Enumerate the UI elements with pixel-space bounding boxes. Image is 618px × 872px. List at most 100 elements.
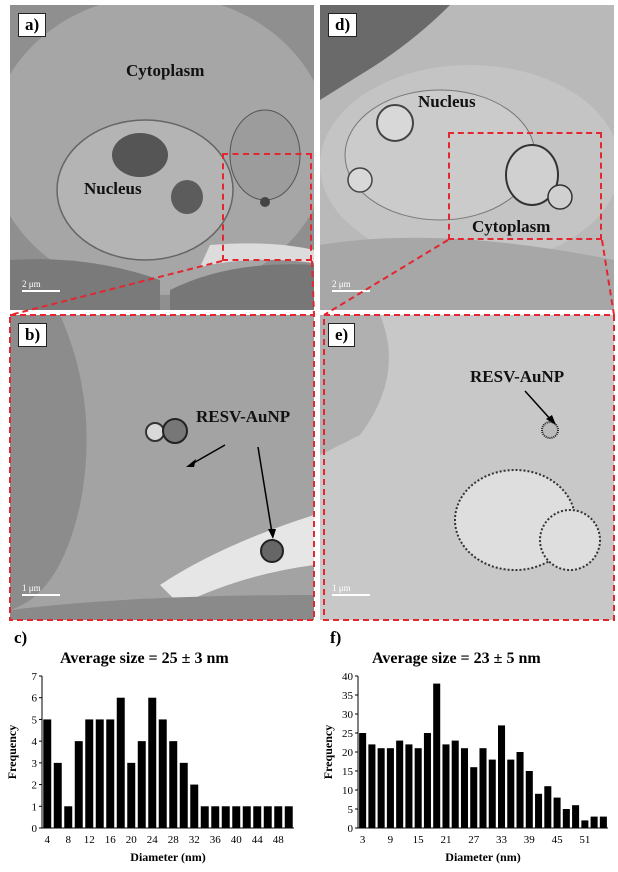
scale-bar-a: 2 μm [22,279,60,292]
arrow-e [524,390,556,425]
scale-bar-d: 2 μm [332,279,370,292]
y-tick-label: 0 [348,823,354,835]
x-tick-label: 44 [252,834,264,846]
x-tick-label: 20 [126,834,138,846]
scale-bar-d-label: 2 μm [332,279,351,289]
histogram-bar [553,797,561,828]
label-nucleus-a: Nucleus [84,179,142,198]
histogram-bar [95,719,104,828]
x-axis-title: Diameter (nm) [445,850,520,864]
histogram-bar [396,740,404,828]
histogram-bar [190,784,199,828]
histogram-bar [405,744,413,828]
histogram-bar [106,719,115,828]
y-tick-label: 5 [348,804,354,816]
x-tick-label: 21 [440,834,451,846]
histogram-bar [74,741,83,828]
y-tick-label: 25 [342,728,354,740]
histogram-bar [562,809,570,828]
scale-bar-d-line [332,290,370,292]
x-tick-label: 28 [168,834,180,846]
y-tick-label: 6 [32,693,38,705]
histogram-bar [284,806,293,828]
y-tick-label: 30 [342,709,354,721]
panel-label-a: a) [18,13,47,37]
histogram-bar [535,793,543,828]
panel-e: e) RESV-AuNP 1 μm [320,315,614,620]
histogram-bar [498,725,506,828]
y-tick-label: 3 [32,758,38,770]
histogram-bar [85,719,94,828]
scale-bar-a-line [22,290,60,292]
panel-a: a) Cytoplasm Nucleus 2 μm [10,5,314,310]
y-tick-label: 35 [342,690,354,702]
panel-d: d) Nucleus Cytoplasm 2 μm [320,5,614,310]
histogram-bar [377,748,385,828]
histogram-bar [127,762,136,828]
y-tick-label: 10 [342,785,354,797]
label-cytoplasm-a: Cytoplasm [126,61,205,80]
x-tick-label: 16 [105,834,117,846]
y-tick-label: 4 [32,736,38,748]
histogram-bar [179,762,188,828]
x-tick-label: 40 [231,834,243,846]
y-axis-title: Frequency [321,725,335,779]
histogram-bar [137,741,146,828]
y-tick-label: 20 [342,747,354,759]
panel-b: b) RESV-AuNP 1 μm [10,315,314,620]
histogram-bar [507,759,515,828]
histogram-bar [200,806,209,828]
chart-letter-c: c) [14,628,28,647]
histogram-bar [232,806,241,828]
x-tick-label: 3 [360,834,366,846]
histogram-bar [253,806,262,828]
x-tick-label: 4 [45,834,51,846]
chart-title-f: Average size = 23 ± 5 nm [372,650,541,667]
histogram-bar [488,759,496,828]
histogram-bar [590,816,598,828]
histogram-bar [544,786,552,828]
arrows-b [186,444,276,539]
x-tick-label: 24 [147,834,159,846]
histogram-bar [211,806,220,828]
histogram-bar [169,741,178,828]
x-tick-label: 48 [273,834,285,846]
zoom-box-a [222,153,312,261]
histogram-bar [572,805,580,828]
y-axis-title: Frequency [5,725,19,779]
histogram-bar [368,744,376,828]
histogram-bar [359,733,367,828]
x-tick-label: 51 [579,834,590,846]
y-tick-label: 7 [32,671,38,683]
x-tick-label: 33 [496,834,508,846]
x-tick-label: 39 [524,834,536,846]
y-tick-label: 15 [342,766,354,778]
histogram-bar [470,767,478,828]
histogram-bar [274,806,283,828]
y-tick-label: 5 [32,714,38,726]
y-tick-label: 0 [32,823,38,835]
histogram-bar [242,806,251,828]
histogram-bar [451,740,459,828]
y-tick-label: 1 [32,801,38,813]
chart-letter-f: f) [330,628,342,647]
tem-image-d [320,5,614,310]
x-tick-label: 9 [388,834,394,846]
scale-bar-a-label: 2 μm [22,279,41,289]
histogram-bar [53,762,62,828]
x-tick-label: 8 [66,834,72,846]
histogram-bar [581,820,589,828]
histogram-bar [414,748,422,828]
histogram-bar [516,752,524,828]
panel-label-d: d) [328,13,358,37]
histogram-bar [221,806,230,828]
histogram-bar [116,697,125,828]
histogram-bar [158,719,167,828]
histogram-bar [599,816,607,828]
tem-image-a [10,5,314,310]
x-tick-label: 36 [210,834,222,846]
y-tick-label: 40 [342,671,354,683]
label-cytoplasm-d: Cytoplasm [472,217,551,236]
